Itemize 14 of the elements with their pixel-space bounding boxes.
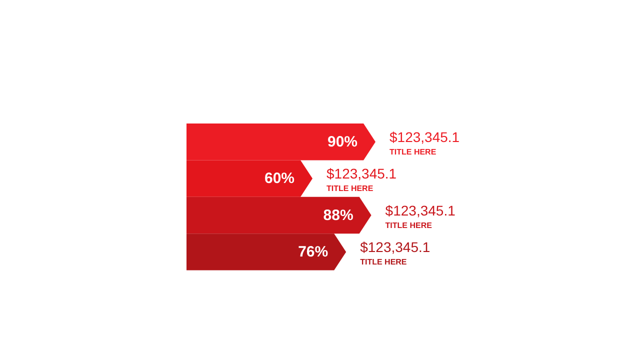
bar: [186, 196, 372, 234]
annotation: TITLE HERE: [360, 257, 408, 266]
text: TITLE HERE: [390, 147, 437, 156]
text: $123,345.1: [390, 128, 460, 145]
text: TITLE HERE: [385, 220, 433, 230]
data-label: 76%: [298, 243, 328, 260]
data-label: 60%: [264, 170, 295, 188]
annotation: TITLE HERE: [326, 184, 374, 194]
text: $123,345.1: [385, 202, 456, 218]
annotation: $123,345.1: [326, 166, 397, 182]
bar: [186, 234, 346, 270]
data-label: 88%: [323, 206, 354, 224]
annotation: $123,345.1: [360, 238, 430, 255]
data-label: 90%: [327, 133, 358, 150]
